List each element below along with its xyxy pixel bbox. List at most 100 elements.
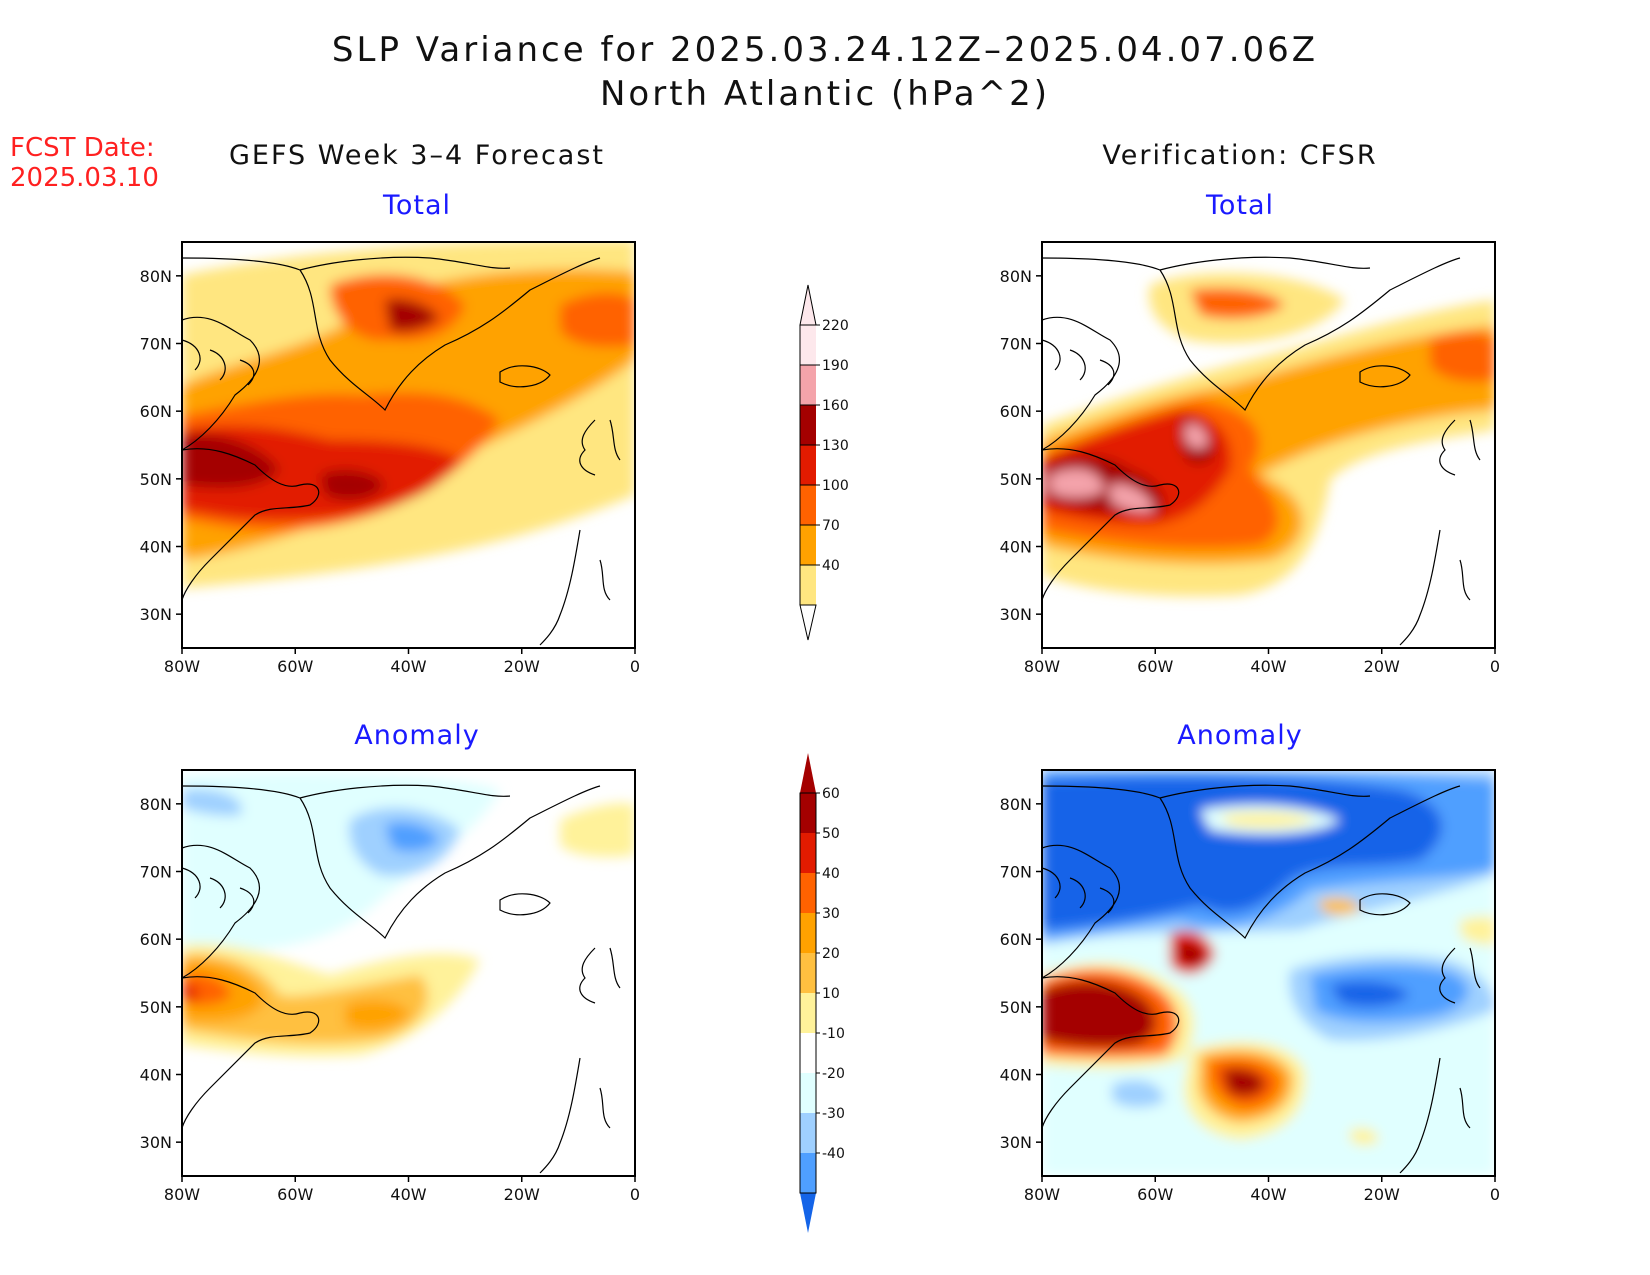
lon-tick-label: 60W	[1137, 1185, 1173, 1204]
fcst-date-value: 2025.03.10	[10, 163, 159, 193]
lat-tick-label: 70N	[1000, 335, 1032, 354]
colorbar-level-label: 40	[822, 558, 840, 574]
colorbar-swatch	[800, 565, 816, 605]
colorbar-bottom-extension	[799, 604, 817, 641]
lat-tick-label: 30N	[140, 605, 172, 624]
colorbar-swatch	[800, 1113, 816, 1153]
lon-tick-label: 40W	[1250, 1185, 1286, 1204]
forecast-total-frame: 80N 70N 60N 50N 40N 30N 80W 60W 40W 20W 0	[140, 241, 640, 676]
colorbar-swatch	[800, 445, 816, 485]
lat-tick-label: 70N	[140, 863, 172, 882]
colorbar-swatch	[800, 525, 816, 565]
forecast-anomaly-label: Anomaly	[354, 720, 480, 751]
lat-tick-label: 50N	[1000, 998, 1032, 1017]
forecast-total-label: Total	[382, 190, 452, 221]
lon-tick-label: 20W	[1364, 657, 1400, 676]
fcst-date-label: FCST Date:	[10, 133, 155, 163]
colorbar-level-label: 20	[822, 946, 840, 962]
lon-tick-label: 0	[1490, 657, 1500, 676]
lon-tick-label: 60W	[277, 1185, 313, 1204]
colorbar-swatch	[800, 913, 816, 953]
lat-tick-label: 60N	[1000, 402, 1032, 421]
colorbar-swatch	[800, 1153, 816, 1193]
lat-tick-label: 40N	[140, 1066, 172, 1085]
lon-tick-label: 80W	[1024, 1185, 1060, 1204]
lon-tick-label: 40W	[390, 1185, 426, 1204]
main-title: SLP Variance for 2025.03.24.12Z–2025.04.…	[331, 30, 1319, 70]
right-column-heading: Verification: CFSR	[1102, 140, 1378, 171]
colorbar-level-label: 40	[822, 866, 840, 882]
lat-tick-label: 60N	[140, 930, 172, 949]
colorbar-level-label: 60	[822, 786, 840, 802]
verification-anomaly-frame: 80N 70N 60N 50N 40N 30N 80W 60W 40W 20W 0	[1000, 769, 1500, 1204]
colorbar-level-label: 10	[822, 986, 840, 1002]
colorbar-level-label: 220	[822, 318, 849, 334]
map-frames: 80N 70N 60N 50N 40N 30N 80W 60W 40W 20W 0 80N 70N 60N…	[140, 241, 1500, 1204]
subtitle: North Atlantic (hPa^2)	[599, 74, 1050, 114]
lat-tick-label: 80N	[140, 267, 172, 286]
lon-tick-label: 0	[630, 657, 640, 676]
lon-tick-label: 40W	[390, 657, 426, 676]
lon-tick-label: 20W	[504, 657, 540, 676]
colorbar-level-label: 50	[822, 826, 840, 842]
lat-tick-label: 70N	[140, 335, 172, 354]
colorbar-level-label: 130	[822, 438, 849, 454]
colorbar-swatch	[800, 873, 816, 913]
left-column-heading: GEFS Week 3–4 Forecast	[228, 140, 605, 171]
colorbar-swatch	[800, 325, 816, 365]
colorbar-level-label: -20	[822, 1066, 845, 1082]
lat-tick-label: 50N	[140, 470, 172, 489]
lon-tick-label: 60W	[1137, 657, 1173, 676]
forecast-anomaly-field	[182, 772, 635, 1057]
verification-anomaly-field	[1042, 770, 1495, 1176]
lat-tick-label: 40N	[140, 538, 172, 557]
colorbar-swatch	[800, 485, 816, 525]
colorbar-swatch	[800, 1033, 816, 1073]
lon-tick-label: 80W	[1024, 657, 1060, 676]
lat-tick-label: 80N	[140, 795, 172, 814]
lat-tick-label: 60N	[140, 402, 172, 421]
lat-tick-label: 80N	[1000, 795, 1032, 814]
colorbar-bottom-extension	[800, 1193, 816, 1233]
colorbar-level-label: -40	[822, 1146, 845, 1162]
forecast-total-field	[182, 242, 635, 588]
colorbar-level-label: 160	[822, 398, 849, 414]
colorbar-level-label: 100	[822, 478, 849, 494]
lon-tick-label: 60W	[277, 657, 313, 676]
lon-tick-label: 0	[1490, 1185, 1500, 1204]
colorbar-level-label: 30	[822, 906, 840, 922]
verification-total-label: Total	[1205, 190, 1275, 221]
colorbar-level-label: 70	[822, 518, 840, 534]
total-colorbar: 220 190 160 130 100 70 40	[799, 284, 849, 641]
colorbar-swatch	[800, 833, 816, 873]
colorbar-top-extension	[800, 753, 816, 793]
lon-tick-label: 20W	[504, 1185, 540, 1204]
lat-tick-label: 80N	[1000, 267, 1032, 286]
colorbar-swatch	[800, 405, 816, 445]
lon-tick-label: 80W	[164, 1185, 200, 1204]
lat-tick-label: 40N	[1000, 1066, 1032, 1085]
colorbar-level-label: -30	[822, 1106, 845, 1122]
lat-tick-label: 60N	[1000, 930, 1032, 949]
colorbar-swatch	[800, 993, 816, 1033]
lon-tick-label: 20W	[1364, 1185, 1400, 1204]
colorbar-level-label: -10	[822, 1026, 845, 1042]
lat-tick-label: 70N	[1000, 863, 1032, 882]
colorbar-top-extension	[799, 284, 817, 326]
lat-tick-label: 40N	[1000, 538, 1032, 557]
verification-total-field	[1042, 273, 1495, 597]
verification-anomaly-label: Anomaly	[1177, 720, 1303, 751]
lat-tick-label: 50N	[140, 998, 172, 1017]
lon-tick-label: 0	[630, 1185, 640, 1204]
colorbar-level-label: 190	[822, 358, 849, 374]
lat-tick-label: 30N	[140, 1133, 172, 1152]
verification-total-frame: 80N 70N 60N 50N 40N 30N 80W 60W 40W 20W 0	[1000, 241, 1500, 676]
forecast-total-coastline	[181, 256, 621, 646]
colorbar-swatch	[800, 1073, 816, 1113]
colorbar-swatch	[800, 953, 816, 993]
colorbar-swatch	[800, 793, 816, 833]
lat-tick-label: 30N	[1000, 605, 1032, 624]
lon-tick-label: 80W	[164, 657, 200, 676]
forecast-anomaly-frame: 80N 70N 60N 50N 40N 30N 80W 60W 40W 20W 0	[140, 769, 640, 1204]
